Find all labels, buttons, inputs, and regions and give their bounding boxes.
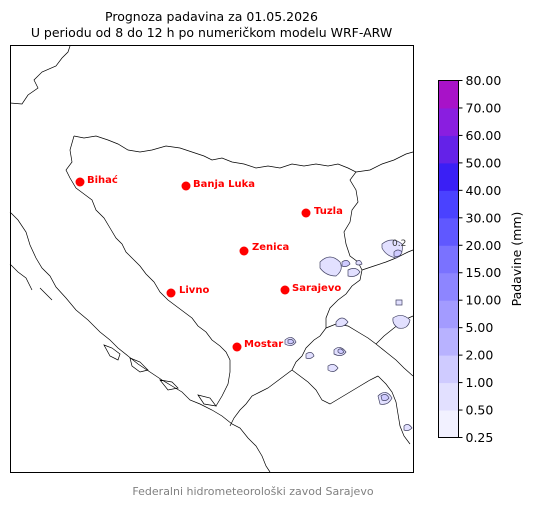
city-marker xyxy=(301,208,311,218)
colorbar-band xyxy=(438,80,459,109)
map-frame xyxy=(10,45,414,473)
city-marker xyxy=(75,177,85,187)
city-tuzla: Tuzla xyxy=(301,206,343,218)
credit-text: Federalni hidrometeorološki zavod Saraje… xyxy=(132,485,374,498)
colorbar-tick-label: 2.00 xyxy=(466,348,494,363)
city-marker xyxy=(181,181,191,191)
colorbar-band xyxy=(438,355,459,384)
coastlines-and-borders xyxy=(9,45,414,473)
city-mostar: Mostar xyxy=(232,339,283,352)
city-banja-luka: Banja Luka xyxy=(181,179,255,191)
colorbar-band xyxy=(438,300,459,329)
colorbar-tick-label: 30.00 xyxy=(466,210,502,225)
colorbar: 0.25 0.50 1.00 2.00 5.00 10.00 15.00 20.00 30.00… xyxy=(438,73,524,445)
colorbar-band xyxy=(438,217,459,246)
city-livno: Livno xyxy=(166,285,209,298)
colorbar-title: Padavine (mm) xyxy=(509,212,524,307)
city-label: Bihać xyxy=(87,174,118,186)
colorbar-band xyxy=(438,190,459,219)
city-marker xyxy=(166,288,176,298)
contour-label: 0.2 xyxy=(392,239,406,249)
colorbar-tick-label: 0.50 xyxy=(466,403,494,418)
city-bihac: Bihać xyxy=(75,174,118,187)
colorbar-tick-label: 15.00 xyxy=(466,265,502,280)
city-label: Tuzla xyxy=(314,206,343,217)
map-subtitle: U periodu od 8 do 12 h po numeričkom mod… xyxy=(30,25,393,40)
city-marker xyxy=(239,246,249,256)
colorbar-band xyxy=(438,327,459,356)
city-label: Zenica xyxy=(252,242,289,253)
colorbar-tick-label: 50.00 xyxy=(466,155,502,170)
city-zenica: Zenica xyxy=(239,242,289,256)
colorbar-tick-label: 80.00 xyxy=(466,73,502,88)
colorbar-band xyxy=(438,107,459,136)
colorbar-band xyxy=(438,135,459,164)
city-label: Banja Luka xyxy=(193,179,255,190)
colorbar-band xyxy=(438,410,459,438)
colorbar-tick-label: 20.00 xyxy=(466,238,502,253)
colorbar-band xyxy=(438,162,459,191)
colorbar-tick-label: 70.00 xyxy=(466,100,502,115)
colorbar-tick-label: 1.00 xyxy=(466,375,494,390)
colorbar-band xyxy=(438,272,459,301)
colorbar-tick-label: 5.00 xyxy=(466,320,494,335)
map-title: Prognoza padavina za 01.05.2026 xyxy=(105,9,318,24)
precipitation-contours xyxy=(284,239,413,432)
colorbar-tick-label: 10.00 xyxy=(466,293,502,308)
city-sarajevo: Sarajevo xyxy=(280,283,341,295)
colorbar-band xyxy=(438,245,459,274)
colorbar-band xyxy=(438,382,459,411)
city-label: Mostar xyxy=(244,339,283,350)
colorbar-tick-label: 40.00 xyxy=(466,183,502,198)
colorbar-tick-label: 0.25 xyxy=(466,430,494,445)
city-marker xyxy=(280,285,290,295)
city-marker xyxy=(232,342,242,352)
colorbar-tick-label: 60.00 xyxy=(466,128,502,143)
colorbar-frame xyxy=(438,80,459,438)
city-label: Sarajevo xyxy=(292,283,341,294)
city-label: Livno xyxy=(179,285,209,296)
